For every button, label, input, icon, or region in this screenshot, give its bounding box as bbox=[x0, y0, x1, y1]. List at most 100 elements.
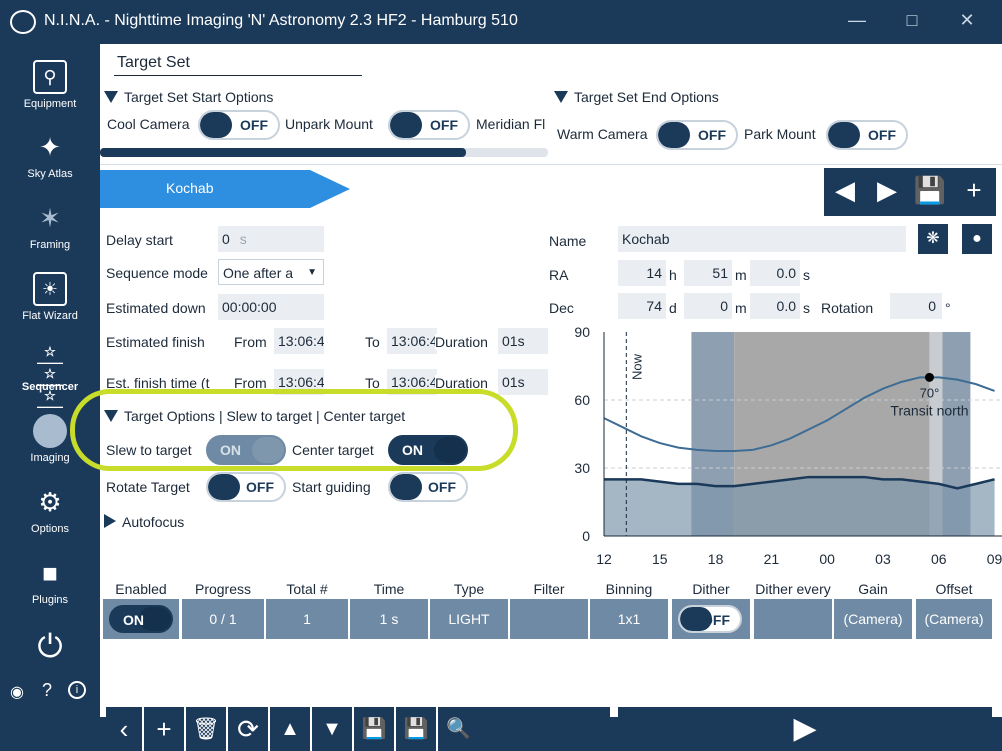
cool-camera-toggle[interactable]: OFF bbox=[198, 110, 280, 140]
y-tick-label: 0 bbox=[582, 528, 590, 544]
start-options-scrollbar[interactable] bbox=[100, 148, 548, 157]
tab-target-set[interactable]: Target Set bbox=[114, 52, 362, 76]
sidebar-item-sequencer[interactable]: ☆—— ☆—— ☆—— Sequencer bbox=[0, 337, 100, 413]
next-target-button[interactable]: ▶ bbox=[866, 168, 908, 216]
cell-filter[interactable] bbox=[510, 599, 588, 639]
sidebar-item-framing[interactable]: ✶ Framing bbox=[0, 195, 100, 265]
estimated-finish-label: Estimated finish bbox=[106, 334, 205, 350]
x-tick-label: 03 bbox=[875, 551, 891, 567]
unpark-mount-toggle[interactable]: OFF bbox=[388, 110, 470, 140]
duration-label: Duration bbox=[435, 334, 488, 350]
eye-icon[interactable]: ◉ bbox=[10, 684, 24, 701]
horizon-area bbox=[604, 477, 995, 536]
sidebar-item-options[interactable]: ⚙ Options bbox=[0, 479, 100, 549]
framing-assistant-button[interactable]: ❋ bbox=[918, 224, 948, 254]
reset-icon[interactable]: ⟳ bbox=[226, 707, 268, 751]
cell-dither-every[interactable] bbox=[754, 599, 832, 639]
target-tab-kochab[interactable]: Kochab bbox=[100, 170, 350, 208]
save-as-icon[interactable]: 💾 bbox=[394, 707, 436, 751]
sidebar-item-plugins[interactable]: ■ Plugins bbox=[0, 550, 100, 620]
start-guiding-toggle[interactable]: OFF bbox=[388, 472, 468, 502]
cell-progress[interactable]: 0 / 1 bbox=[182, 599, 264, 639]
move-down-button[interactable]: ▼ bbox=[310, 707, 352, 751]
x-tick-label: 09 bbox=[987, 551, 1002, 567]
park-mount-toggle[interactable]: OFF bbox=[826, 120, 908, 150]
minimize-icon[interactable]: — bbox=[848, 10, 866, 30]
move-up-button[interactable]: ▲ bbox=[268, 707, 310, 751]
sidebar-item-label: Imaging bbox=[30, 452, 70, 464]
rotation-label: Rotation bbox=[821, 300, 874, 316]
cell-binning[interactable]: 1x1 bbox=[590, 599, 668, 639]
x-tick-label: 06 bbox=[931, 551, 947, 567]
ra-hours-unit: h bbox=[669, 267, 677, 283]
center-target-toggle[interactable]: ON bbox=[388, 435, 468, 465]
cell-enabled[interactable]: ON bbox=[103, 599, 179, 639]
sidebar-item-equipment[interactable]: ⚲ Equipment bbox=[0, 54, 100, 124]
enabled-toggle[interactable]: ON bbox=[109, 605, 173, 633]
ra-seconds: 0.0 bbox=[776, 265, 796, 281]
dec-minutes: 0 bbox=[720, 298, 728, 314]
divider bbox=[100, 164, 1002, 165]
open-folder-icon[interactable]: 🔍 bbox=[436, 707, 610, 751]
dec-degrees-input[interactable]: 74 bbox=[618, 293, 666, 319]
slew-to-target-toggle[interactable]: ON bbox=[206, 435, 286, 465]
ra-minutes-input[interactable]: 51 bbox=[684, 260, 732, 286]
save-target-button[interactable]: 💾 bbox=[908, 168, 952, 216]
autofocus-header[interactable]: Autofocus bbox=[104, 514, 184, 530]
sidebar-item-label: Sequencer bbox=[21, 381, 79, 393]
add-target-button[interactable]: + bbox=[952, 168, 996, 216]
cell-dither[interactable]: OFF bbox=[672, 599, 750, 639]
dec-seconds-input[interactable]: 0.0 bbox=[750, 293, 800, 319]
rotation-input[interactable]: 0 bbox=[890, 293, 942, 319]
save-icon[interactable]: 💾 bbox=[352, 707, 394, 751]
cell-offset[interactable]: (Camera) bbox=[916, 599, 992, 639]
cell-gain[interactable]: (Camera) bbox=[834, 599, 912, 639]
cell-type[interactable]: LIGHT bbox=[430, 599, 508, 639]
end-options-header[interactable]: Target Set End Options bbox=[554, 89, 719, 105]
cell-total[interactable]: 1 bbox=[266, 599, 348, 639]
add-instruction-button[interactable]: + bbox=[142, 707, 184, 751]
column-header: Progress bbox=[194, 581, 252, 597]
ra-seconds-input[interactable]: 0.0 bbox=[750, 260, 800, 286]
slew-to-target-label: Slew to target bbox=[106, 442, 192, 458]
location-pin-button[interactable]: ● bbox=[962, 224, 992, 254]
app-logo-icon bbox=[10, 10, 36, 34]
close-icon[interactable]: ✕ bbox=[959, 10, 975, 30]
cell-time[interactable]: 1 s bbox=[350, 599, 428, 639]
start-sequence-button[interactable]: ▶ bbox=[618, 707, 992, 751]
target-options-highlight bbox=[70, 389, 518, 471]
sequence-mode-select[interactable]: One after a ▼ bbox=[218, 259, 324, 285]
sidebar-item-sky-atlas[interactable]: ✦ Sky Atlas bbox=[0, 124, 100, 194]
column-header: Filter bbox=[533, 581, 565, 597]
sidebar-item-imaging[interactable]: Imaging bbox=[0, 408, 100, 478]
rotate-target-toggle[interactable]: OFF bbox=[206, 472, 286, 502]
previous-target-button[interactable]: ◀ bbox=[824, 168, 866, 216]
name-input[interactable]: Kochab bbox=[618, 226, 906, 252]
framing-icon: ✶ bbox=[39, 203, 61, 233]
power-icon[interactable]: ⏻ bbox=[37, 628, 63, 664]
map-icon: ✦ bbox=[39, 132, 61, 162]
column-header: Gain bbox=[858, 581, 888, 597]
window-title: N.I.N.A. - Nighttime Imaging 'N' Astrono… bbox=[44, 12, 518, 29]
estimated-down-label: Estimated down bbox=[106, 300, 206, 316]
help-icon[interactable]: ? bbox=[42, 680, 53, 700]
start-guiding-label: Start guiding bbox=[292, 479, 371, 495]
start-options-header[interactable]: Target Set Start Options bbox=[104, 89, 273, 105]
target-options-header[interactable]: Target Options | Slew to target | Center… bbox=[104, 408, 405, 424]
duration2-label: Duration bbox=[435, 375, 488, 391]
back-button[interactable]: ‹ bbox=[106, 707, 142, 751]
sidebar-item-flat-wizard[interactable]: ☀ Flat Wizard bbox=[0, 266, 100, 336]
delay-start-label: Delay start bbox=[106, 232, 173, 248]
warm-camera-toggle[interactable]: OFF bbox=[656, 120, 738, 150]
maximize-icon[interactable]: □ bbox=[906, 10, 918, 30]
ra-minutes: 51 bbox=[712, 265, 728, 281]
sidebar: ⚲ Equipment ✦ Sky Atlas ✶ Framing ☀ Flat… bbox=[0, 44, 100, 717]
target-tab-label: Kochab bbox=[166, 180, 214, 196]
delete-icon[interactable]: 🗑 bbox=[184, 707, 226, 751]
ra-hours-input[interactable]: 14 bbox=[618, 260, 666, 286]
dither-toggle[interactable]: OFF bbox=[678, 605, 742, 633]
info-icon[interactable]: i bbox=[68, 681, 86, 699]
column-header: Dither every bbox=[755, 581, 831, 597]
dec-minutes-input[interactable]: 0 bbox=[684, 293, 732, 319]
